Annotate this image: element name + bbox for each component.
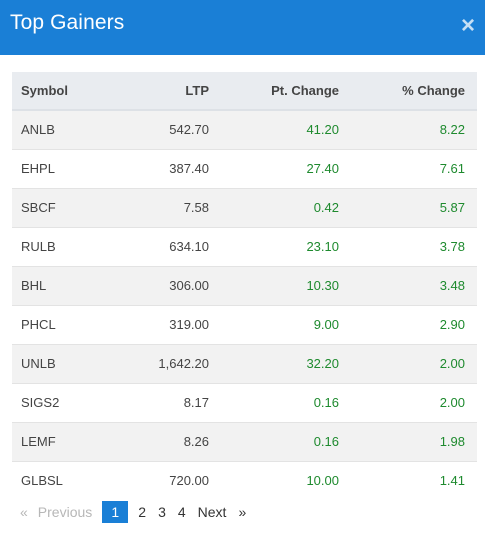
next-page-link[interactable]: Next [197, 504, 227, 520]
cell-symbol: PHCL [12, 304, 102, 344]
table-row[interactable]: ANLB 542.70 41.20 8.22 [12, 109, 477, 149]
column-header-pt-change[interactable]: Pt. Change [209, 72, 339, 111]
cell-pt-change: 32.20 [209, 343, 339, 383]
previous-page-link: Previous [37, 504, 93, 520]
page-link-4[interactable]: 4 [177, 504, 186, 520]
cell-ltp: 319.00 [102, 304, 209, 344]
table-row[interactable]: SBCF 7.58 0.42 5.87 [12, 187, 477, 227]
column-header-pct-change[interactable]: % Change [339, 72, 477, 111]
cell-symbol: EHPL [12, 148, 102, 188]
cell-ltp: 306.00 [102, 265, 209, 305]
cell-pct-change: 5.87 [339, 187, 477, 227]
cell-pt-change: 10.30 [209, 265, 339, 305]
cell-pct-change: 7.61 [339, 148, 477, 188]
table-row[interactable]: RULB 634.10 23.10 3.78 [12, 226, 477, 266]
cell-ltp: 542.70 [102, 109, 209, 149]
cell-pct-change: 2.00 [339, 343, 477, 383]
cell-symbol: RULB [12, 226, 102, 266]
first-page-icon: « [20, 504, 28, 520]
cell-symbol: LEMF [12, 421, 102, 461]
cell-pt-change: 23.10 [209, 226, 339, 266]
cell-ltp: 7.58 [102, 187, 209, 227]
column-header-symbol[interactable]: Symbol [12, 72, 102, 111]
table-row[interactable]: SIGS2 8.17 0.16 2.00 [12, 382, 477, 422]
table-row[interactable]: PHCL 319.00 9.00 2.90 [12, 304, 477, 344]
table-row[interactable]: LEMF 8.26 0.16 1.98 [12, 421, 477, 461]
table-row[interactable]: UNLB 1,642.20 32.20 2.00 [12, 343, 477, 383]
cell-pt-change: 27.40 [209, 148, 339, 188]
cell-pt-change: 41.20 [209, 109, 339, 149]
table-row[interactable]: BHL 306.00 10.30 3.48 [12, 265, 477, 305]
page-link-2[interactable]: 2 [138, 504, 147, 520]
cell-symbol: GLBSL [12, 460, 102, 500]
cell-ltp: 8.26 [102, 421, 209, 461]
cell-ltp: 634.10 [102, 226, 209, 266]
cell-ltp: 8.17 [102, 382, 209, 422]
modal-header: Top Gainers × [0, 0, 485, 55]
cell-pt-change: 9.00 [209, 304, 339, 344]
pagination: « Previous 1 2 3 4 Next » [12, 500, 252, 524]
cell-pt-change: 0.42 [209, 187, 339, 227]
cell-symbol: SBCF [12, 187, 102, 227]
cell-pct-change: 2.00 [339, 382, 477, 422]
cell-pct-change: 1.98 [339, 421, 477, 461]
cell-pct-change: 3.78 [339, 226, 477, 266]
cell-ltp: 387.40 [102, 148, 209, 188]
cell-symbol: ANLB [12, 109, 102, 149]
cell-pct-change: 1.41 [339, 460, 477, 500]
table-row[interactable]: GLBSL 720.00 10.00 1.41 [12, 460, 477, 500]
cell-pct-change: 2.90 [339, 304, 477, 344]
cell-ltp: 1,642.20 [102, 343, 209, 383]
last-page-icon[interactable]: » [238, 504, 247, 520]
cell-symbol: BHL [12, 265, 102, 305]
page-link-3[interactable]: 3 [158, 504, 166, 520]
column-header-ltp[interactable]: LTP [102, 72, 209, 111]
cell-pct-change: 8.22 [339, 109, 477, 149]
cell-symbol: UNLB [12, 343, 102, 383]
cell-pt-change: 0.16 [209, 421, 339, 461]
cell-pt-change: 10.00 [209, 460, 339, 500]
close-icon[interactable]: × [460, 12, 475, 39]
cell-pt-change: 0.16 [209, 382, 339, 422]
table-row[interactable]: EHPL 387.40 27.40 7.61 [12, 148, 477, 188]
cell-pct-change: 3.48 [339, 265, 477, 305]
gainers-table: Symbol LTP Pt. Change % Change ANLB 542.… [12, 72, 477, 500]
modal-title: Top Gainers [10, 11, 125, 34]
cell-ltp: 720.00 [102, 460, 209, 500]
table-header-row: Symbol LTP Pt. Change % Change [12, 72, 477, 111]
page-link-1[interactable]: 1 [102, 501, 129, 523]
cell-symbol: SIGS2 [12, 382, 102, 422]
